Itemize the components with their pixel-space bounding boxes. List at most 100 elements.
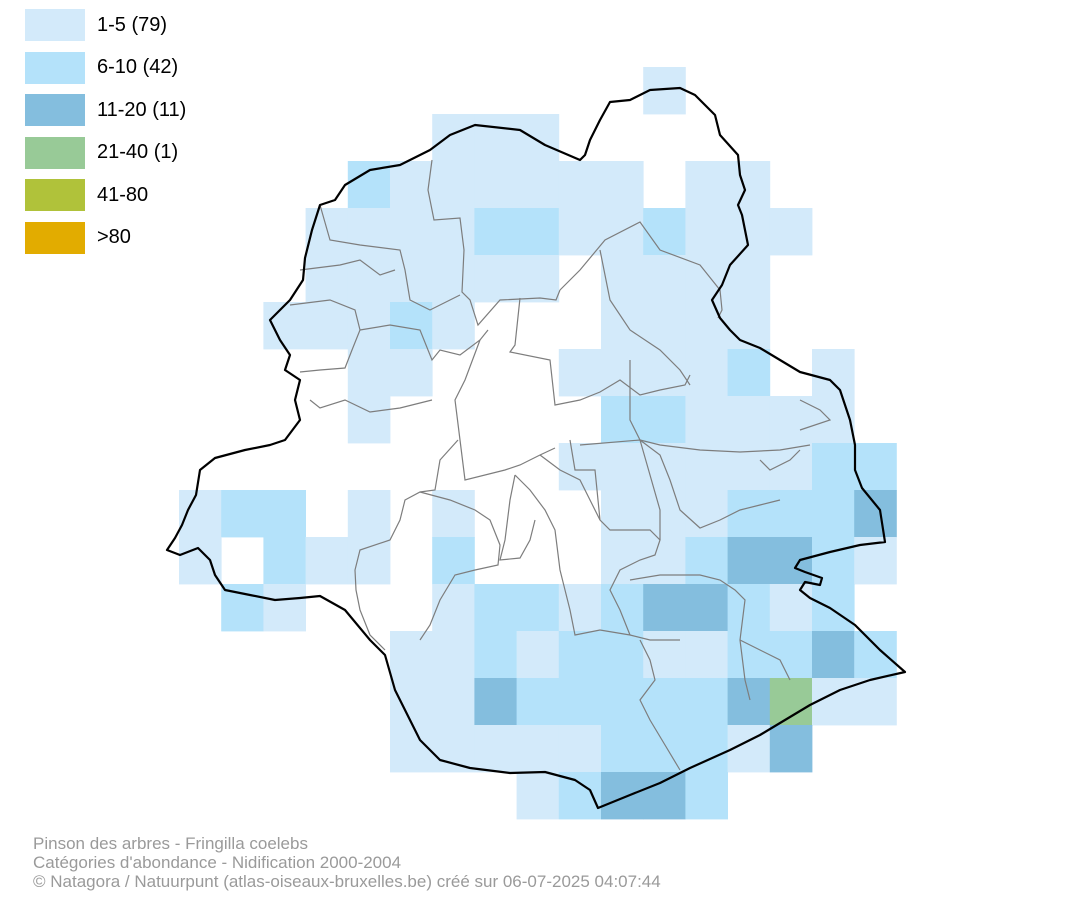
grid-cell: [685, 725, 728, 773]
grid-cell: [474, 161, 517, 209]
grid-cell: [643, 396, 686, 444]
grid-cell: [769, 631, 813, 679]
legend-item: 1-5 (79): [25, 4, 186, 47]
grid-cell: [221, 490, 264, 538]
grid-cell: [390, 631, 433, 679]
grid-cell: [685, 208, 728, 256]
grid-cell: [601, 537, 644, 585]
legend-item: 6-10 (42): [25, 47, 186, 90]
grid-cell: [685, 631, 728, 679]
grid-cell: [769, 584, 813, 632]
grid-cell: [558, 631, 602, 679]
legend-swatch: [25, 94, 85, 127]
legend-label: 11-20 (11): [97, 98, 187, 121]
grid-cell: [347, 537, 391, 585]
grid-cell: [685, 396, 728, 444]
legend-swatch: [25, 51, 85, 84]
grid-cell: [432, 490, 475, 538]
grid-cell: [727, 349, 771, 397]
legend-swatch: [25, 221, 85, 254]
grid-cell: [685, 161, 728, 209]
grid-cell: [727, 443, 771, 491]
grid-cell: [474, 584, 517, 632]
grid-cell: [727, 161, 771, 209]
grid-cell: [558, 725, 602, 773]
grid-cell: [305, 537, 349, 585]
legend-label: 41-80: [97, 183, 149, 206]
grid-cell: [179, 537, 222, 585]
grid-cell: [305, 255, 349, 303]
grid-cell: [643, 725, 686, 773]
grid-cell: [812, 490, 855, 538]
grid-cell: [812, 678, 855, 726]
grid-cell: [558, 678, 602, 726]
grid-cell: [601, 349, 644, 397]
legend: 1-5 (79) 6-10 (42) 11-20 (11) 21-40 (1) …: [25, 4, 186, 259]
grid-cell: [347, 161, 391, 209]
grid-cell: [516, 772, 560, 820]
grid-cell: [347, 396, 391, 444]
grid-cell: [263, 302, 306, 350]
grid-cell: [769, 678, 813, 726]
grid-cell: [432, 631, 475, 679]
grid-cell: [727, 208, 771, 256]
grid-cell: [685, 772, 728, 820]
grid-cell: [516, 725, 560, 773]
grid-cell: [769, 396, 813, 444]
grid-cell: [643, 772, 686, 820]
grid-cell: [558, 208, 602, 256]
legend-label: 6-10 (42): [97, 56, 179, 79]
grid-cell: [390, 255, 433, 303]
grid-cell: [643, 255, 686, 303]
grid-cell: [854, 631, 897, 679]
caption-credit: © Natagora / Natuurpunt (atlas-oiseaux-b…: [33, 872, 661, 891]
grid-cell: [390, 208, 433, 256]
grid-cell: [390, 349, 433, 397]
grid-cell: [727, 255, 771, 303]
grid-cell: [558, 443, 602, 491]
municipality-borders: [289, 159, 832, 771]
grid-cell: [474, 114, 517, 162]
grid-cell: [558, 772, 602, 820]
grid-cell: [390, 161, 433, 209]
grid-cell: [727, 302, 771, 350]
grid-cell: [854, 678, 897, 726]
grid-cell: [432, 208, 475, 256]
legend-swatch: [25, 9, 85, 42]
grid-cell: [601, 443, 644, 491]
grid-cell: [601, 302, 644, 350]
legend-label: 1-5 (79): [97, 13, 168, 36]
grid-cell: [601, 584, 644, 632]
legend-item: 41-80: [25, 174, 186, 217]
grid-cell: [601, 161, 644, 209]
grid-cell: [727, 678, 771, 726]
grid-cell: [432, 161, 475, 209]
grid-cell: [432, 584, 475, 632]
legend-label: >80: [97, 226, 131, 249]
grid-cell: [601, 678, 644, 726]
grid-cell: [812, 584, 855, 632]
grid-cell: [601, 255, 644, 303]
map-caption: Pinson des arbres - Fringilla coelebs Ca…: [33, 834, 661, 891]
grid-cell: [516, 255, 560, 303]
grid-cell: [474, 631, 517, 679]
grid-cell: [474, 208, 517, 256]
grid-cell: [263, 490, 306, 538]
grid-cell: [727, 584, 771, 632]
abundance-grid: [179, 67, 897, 820]
brussels-region-outline: [165, 86, 907, 810]
legend-swatch: [25, 179, 85, 212]
grid-cell: [432, 255, 475, 303]
grid-cell: [812, 396, 855, 444]
grid-cell: [516, 208, 560, 256]
grid-cell: [474, 678, 517, 726]
grid-cell: [643, 631, 686, 679]
grid-cell: [685, 584, 728, 632]
grid-cell: [727, 396, 771, 444]
grid-cell: [812, 443, 855, 491]
legend-label: 21-40 (1): [97, 141, 179, 164]
grid-cell: [263, 537, 306, 585]
grid-cell: [516, 631, 560, 679]
legend-swatch: [25, 136, 85, 169]
